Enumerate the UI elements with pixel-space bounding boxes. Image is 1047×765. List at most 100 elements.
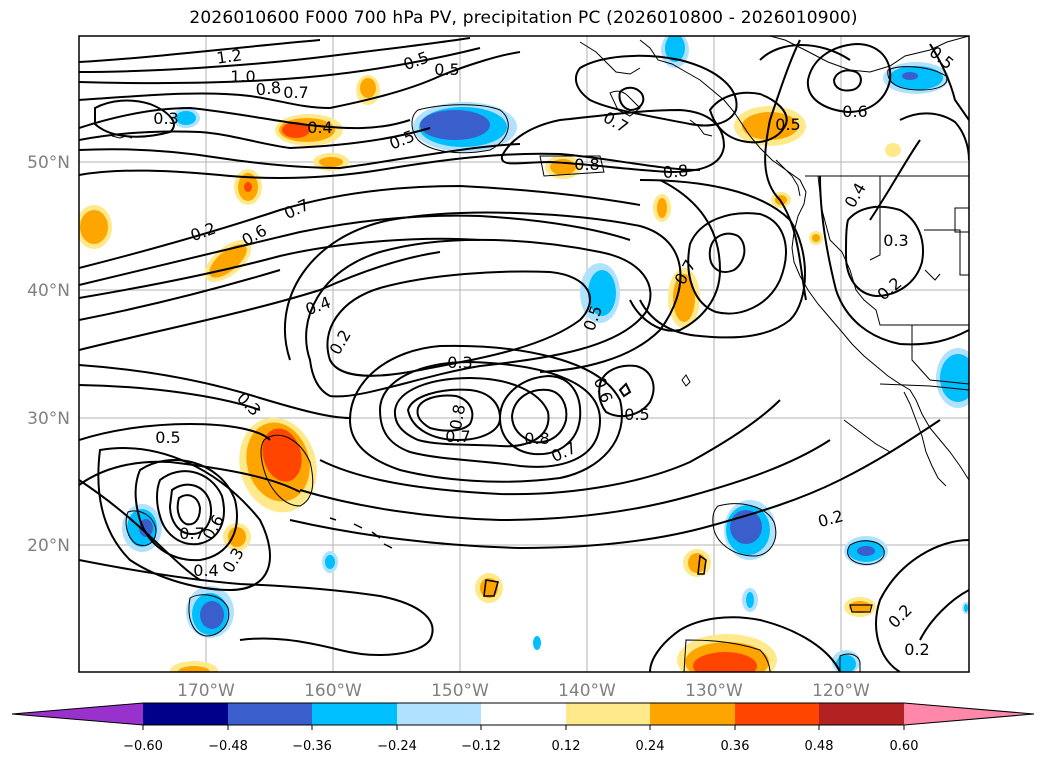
colorbar-segment bbox=[228, 703, 312, 725]
contour-line bbox=[289, 419, 941, 550]
lon-label-130w: 130°W bbox=[685, 681, 743, 701]
precip-blob bbox=[857, 546, 875, 556]
contour-label: 1.0 bbox=[230, 67, 255, 86]
contour-line bbox=[574, 54, 738, 127]
lon-label-170w: 170°W bbox=[177, 681, 235, 701]
precip-blob bbox=[812, 234, 820, 242]
precip-blob bbox=[746, 592, 754, 608]
contour-label: 0.6 bbox=[842, 102, 867, 121]
contour-line bbox=[79, 251, 441, 351]
contour-line bbox=[79, 479, 201, 581]
contour-line bbox=[500, 108, 726, 174]
precip-blob bbox=[964, 604, 968, 612]
contour-line bbox=[97, 447, 271, 592]
coastline-gulf-of-alaska bbox=[579, 41, 641, 75]
contour-line bbox=[79, 37, 471, 73]
colorbar-extend-max bbox=[904, 703, 1034, 725]
contour-label: 0.3 bbox=[447, 353, 472, 372]
lat-axis: 50°N 40°N 30°N 20°N bbox=[27, 153, 70, 556]
pv-contours bbox=[79, 37, 969, 672]
contour-label: 0.8 bbox=[446, 403, 469, 431]
contour-label: 0.8 bbox=[255, 78, 282, 100]
contour-line bbox=[498, 374, 582, 456]
contour-line bbox=[919, 589, 969, 641]
precip-blob bbox=[80, 210, 108, 244]
contour-line bbox=[79, 237, 481, 299]
contour-line bbox=[79, 47, 481, 85]
contour-line bbox=[639, 179, 806, 339]
precip-blob bbox=[319, 157, 343, 167]
border-us-states bbox=[817, 175, 969, 326]
border-state-line bbox=[924, 229, 969, 276]
lon-axis: 170°W 160°W 150°W 140°W 130°W 120°W bbox=[177, 681, 870, 701]
coastline-lake bbox=[924, 269, 941, 281]
plot-area: 1.2 1.0 0.8 0.7 0.3 0.4 0.5 0.5 0.5 0.7 … bbox=[78, 35, 970, 673]
coastline-island bbox=[681, 374, 691, 387]
contour-label: 0.3 bbox=[883, 231, 908, 250]
coastline-mexico bbox=[843, 419, 891, 453]
contour-line bbox=[125, 510, 157, 546]
lon-label-150w: 150°W bbox=[431, 681, 489, 701]
colorbar-segment bbox=[312, 703, 397, 725]
contour-line bbox=[79, 559, 434, 656]
contour-label: 0.8 bbox=[524, 429, 549, 448]
precip-blob bbox=[849, 601, 871, 613]
contour-line bbox=[79, 460, 301, 493]
contour-line bbox=[510, 388, 568, 444]
colorbar-segment bbox=[650, 703, 735, 725]
precip-blob bbox=[742, 112, 798, 140]
precip-blob bbox=[262, 428, 302, 482]
contour-label: 0.8 bbox=[662, 161, 689, 182]
coastline-island bbox=[689, 119, 713, 137]
contour-line bbox=[629, 179, 722, 332]
precip-blob bbox=[533, 636, 541, 650]
colorbar-tick-label: 0.24 bbox=[636, 739, 665, 754]
precip-blob bbox=[209, 244, 247, 278]
contour-line bbox=[79, 184, 641, 269]
contour-label: 0.4 bbox=[307, 118, 332, 137]
contour-label: 0.5 bbox=[775, 115, 800, 134]
contour-line bbox=[299, 439, 831, 522]
coastline-west-north-america bbox=[639, 39, 969, 481]
lat-label-40n: 40°N bbox=[27, 281, 70, 301]
colorbar-segment bbox=[819, 703, 904, 725]
contour-line bbox=[79, 364, 351, 419]
contour-line bbox=[79, 106, 411, 130]
contour-line bbox=[411, 104, 509, 154]
coastline-baja-california bbox=[903, 391, 947, 487]
contour-label: 0.5 bbox=[434, 60, 459, 79]
colorbar-tick-label: −0.12 bbox=[461, 739, 501, 754]
precip-blob bbox=[693, 652, 757, 672]
contour-line bbox=[348, 344, 623, 483]
contour-line bbox=[847, 540, 885, 565]
precip-blob bbox=[244, 182, 252, 192]
contour-line bbox=[618, 86, 645, 112]
precip-blob bbox=[940, 354, 969, 402]
plot-background bbox=[79, 36, 969, 672]
contour-line bbox=[649, 616, 841, 672]
precip-blob bbox=[178, 666, 210, 672]
coastline-canada bbox=[769, 36, 969, 73]
contour-line bbox=[759, 44, 851, 61]
contour-line bbox=[79, 269, 281, 321]
contour-line bbox=[839, 653, 861, 672]
colorbar-ticks bbox=[142, 725, 905, 730]
contour-line bbox=[929, 43, 969, 121]
precip-blob bbox=[657, 198, 667, 218]
precip-blob bbox=[228, 527, 246, 547]
colorbar-segment bbox=[481, 703, 566, 725]
colorbar-tick-label: 0.36 bbox=[721, 739, 750, 754]
contour-line bbox=[134, 459, 238, 562]
contour-label: 0.8 bbox=[574, 155, 599, 174]
colorbar-tick-label: −0.60 bbox=[123, 739, 163, 754]
contour-line bbox=[176, 494, 202, 526]
lat-label-50n: 50°N bbox=[27, 153, 70, 173]
lon-label-120w: 120°W bbox=[812, 681, 870, 701]
contour-label: 0.5 bbox=[624, 405, 649, 424]
contour-line bbox=[79, 214, 631, 286]
colorbar-segment bbox=[143, 703, 228, 725]
border-state-line bbox=[911, 325, 969, 385]
precip-blob bbox=[836, 655, 856, 672]
contour-line bbox=[764, 39, 807, 301]
